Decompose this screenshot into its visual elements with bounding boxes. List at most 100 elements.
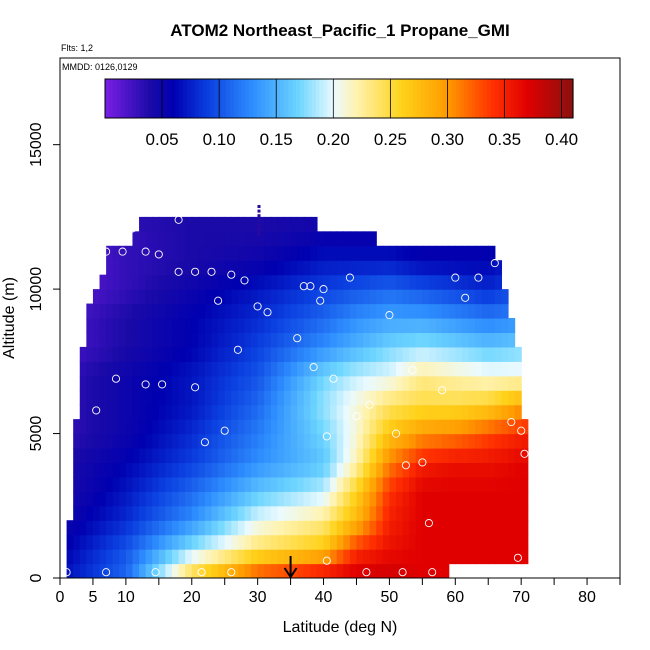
- heatmap-cell: [270, 346, 279, 362]
- heatmap-cell: [448, 274, 456, 290]
- heatmap-cell: [198, 448, 206, 464]
- heatmap-cell: [501, 390, 509, 406]
- heatmap-cell: [251, 419, 259, 435]
- heatmap-cell: [178, 346, 186, 362]
- heatmap-cell: [191, 491, 199, 507]
- heatmap-cell: [475, 375, 483, 391]
- heatmap-cell: [66, 520, 74, 536]
- heatmap-cell: [204, 216, 213, 232]
- heatmap-cell: [152, 216, 160, 232]
- sample-point: [520, 449, 529, 458]
- heatmap-cell: [356, 549, 364, 565]
- colorbar-segment: [491, 79, 496, 118]
- heatmap-cell: [428, 448, 437, 464]
- heatmap-cell: [224, 274, 232, 290]
- heatmap-cell: [455, 549, 463, 565]
- heatmap-cell: [231, 332, 239, 348]
- colorbar-segment: [409, 79, 414, 118]
- heatmap-cell: [290, 346, 298, 362]
- heatmap-cell: [218, 433, 226, 449]
- heatmap-cell: [494, 448, 503, 464]
- heatmap-cell: [132, 346, 140, 362]
- heatmap-cell: [79, 476, 87, 492]
- heatmap-cell: [158, 274, 167, 290]
- heatmap-cell: [204, 419, 213, 435]
- colorbar-segment: [378, 79, 383, 118]
- heatmap-cell: [73, 462, 81, 478]
- heatmap-cell: [86, 318, 94, 334]
- heatmap-cell: [415, 404, 423, 420]
- heatmap-cell: [191, 549, 199, 565]
- heatmap-cell: [330, 346, 338, 362]
- heatmap-cell: [402, 346, 410, 362]
- colorbar-segment: [245, 79, 250, 118]
- heatmap-cell: [402, 404, 410, 420]
- heatmap-cell: [198, 520, 206, 536]
- heatmap-cell: [409, 534, 417, 550]
- heatmap-cell: [363, 520, 371, 536]
- heatmap-cell: [99, 346, 107, 362]
- sample-point: [200, 438, 209, 447]
- heatmap-cell: [178, 505, 186, 521]
- heatmap-cell: [336, 491, 344, 507]
- heatmap-cell: [409, 448, 417, 464]
- heatmap-cell: [475, 404, 483, 420]
- heatmap-cell: [106, 476, 114, 492]
- heatmap-cell: [468, 462, 476, 478]
- heatmap-cell: [369, 491, 377, 507]
- heatmap-cell: [514, 419, 522, 435]
- heatmap-cell: [415, 520, 423, 536]
- heatmap-cell: [270, 433, 279, 449]
- heatmap-cell: [158, 332, 167, 348]
- heatmap-cell: [145, 216, 153, 232]
- colorbar-segment: [108, 79, 114, 118]
- heatmap-cell: [92, 448, 101, 464]
- heatmap-cell: [139, 534, 147, 550]
- sample-point: [319, 285, 328, 294]
- sample-point: [85, 247, 94, 256]
- sample-point: [345, 273, 354, 282]
- heatmap-cell: [231, 433, 239, 449]
- heatmap-cell: [198, 332, 206, 348]
- heatmap-cell: [330, 303, 338, 319]
- colorbar-segment: [553, 79, 558, 118]
- colorbar-segment: [510, 79, 516, 118]
- heatmap-cell: [389, 419, 397, 435]
- heatmap-cell: [369, 433, 377, 449]
- heatmap-cell: [284, 346, 292, 362]
- heatmap-cell: [409, 505, 417, 521]
- heatmap-cell: [158, 404, 167, 420]
- heatmap-cell: [185, 346, 193, 362]
- heatmap-cell: [356, 289, 364, 305]
- colorbar-segment: [233, 79, 239, 118]
- heatmap-cell: [428, 318, 437, 334]
- heatmap-cell: [79, 534, 87, 550]
- heatmap-cell: [330, 289, 338, 305]
- heatmap-cell: [323, 549, 331, 565]
- heatmap-cell: [488, 375, 496, 391]
- x-tick-label: 30: [249, 589, 267, 606]
- heatmap-cell: [455, 448, 463, 464]
- heatmap-cell: [237, 476, 246, 492]
- heatmap-cell: [330, 419, 338, 435]
- heatmap-cell: [336, 549, 344, 565]
- heatmap-cell: [330, 245, 338, 261]
- heatmap-cell: [303, 520, 311, 536]
- heatmap-cell: [106, 549, 114, 565]
- heatmap-cell: [99, 448, 107, 464]
- heatmap-cell: [323, 404, 331, 420]
- heatmap-cell: [277, 404, 285, 420]
- colorbar-segment: [413, 79, 418, 118]
- heatmap-cell: [284, 491, 292, 507]
- sample-point: [191, 267, 200, 276]
- heatmap-cell: [145, 390, 153, 406]
- heatmap-cell: [119, 491, 127, 507]
- heatmap-cell: [244, 318, 252, 334]
- colorbar-segment: [506, 79, 512, 118]
- heatmap-cell: [244, 346, 252, 362]
- sample-point: [102, 247, 111, 256]
- heatmap-cell: [185, 303, 193, 319]
- heatmap-cell: [481, 448, 489, 464]
- heatmap-cell: [198, 563, 206, 578]
